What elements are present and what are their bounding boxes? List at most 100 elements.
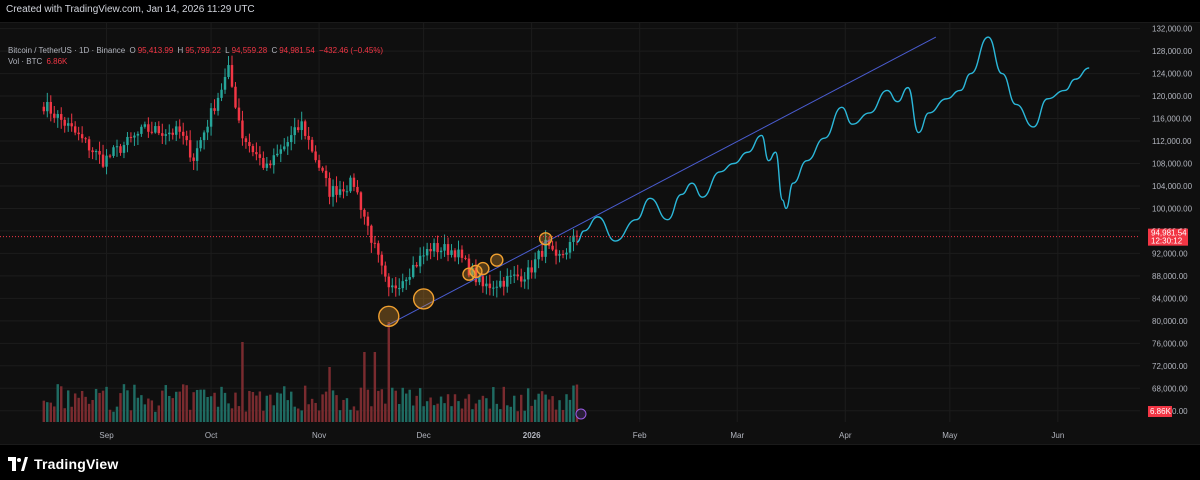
volume-badge [1148,406,1172,417]
volume-bar [338,410,342,422]
chart-panel[interactable]: 132,000.00 128,000.00 124,000.00 120,000.00… [0,22,1200,445]
volume-bar [272,405,276,422]
candle-body [485,283,488,287]
legend-change: −432.46 (−0.45%) [319,46,384,55]
volume-bar [380,389,384,422]
candle [408,268,411,286]
candle [63,116,66,133]
volume-bar [401,387,404,422]
volume-bar [73,393,77,422]
candle-body [296,127,300,131]
volume-bar [150,400,154,422]
candle [66,117,70,132]
candle [485,275,488,295]
time-tick-label: Feb [633,431,647,440]
candle [314,145,317,163]
candle [108,154,112,159]
candle [460,245,464,263]
volume-bar [244,411,248,422]
volume-bar [446,394,450,422]
volume-bar [248,390,251,422]
candle-body [453,250,457,258]
volume-bar [178,391,181,422]
candle-body [98,151,101,155]
volume-bar [370,406,373,422]
volume-bar [418,388,422,422]
candle [293,117,296,144]
candle-body [429,249,432,252]
candle [150,121,154,135]
volume-bar [91,399,94,422]
volume-bar [509,406,512,422]
volume-bar [209,396,213,422]
volume-bar [237,406,241,422]
candle [331,179,335,207]
volume-bar [519,394,523,422]
price-tick-label: 76,000.00 [1152,339,1188,348]
candle [565,248,568,260]
candle-body [443,244,446,251]
price-tick-label: 108,000.00 [1152,159,1193,168]
candle-body [370,225,373,243]
volume-bar [53,406,56,422]
volume-bar [84,396,87,422]
candle [405,277,408,290]
volume-bar [115,406,119,422]
candle-body [537,250,540,260]
candle-body [373,242,377,244]
candle-body [398,288,401,290]
candle [73,121,77,136]
volume-bar [422,406,425,422]
candle [300,111,303,140]
candle-body [140,126,143,134]
candle [502,276,506,296]
volume-bar [220,386,223,422]
candle [171,128,174,140]
candle [164,129,167,145]
time-tick-label: Sep [99,431,114,440]
candle-body [269,163,272,166]
volume-bar [77,397,80,422]
candle-body [314,151,317,161]
candle-body [60,114,63,120]
candle [213,99,216,115]
candle-body [101,154,105,167]
candle-body [237,107,241,121]
candle-body [561,254,565,256]
volume-bar [547,399,551,422]
volume-bar [554,409,558,422]
candle-body [446,244,450,255]
candle-body [439,250,443,253]
price-chart[interactable]: 132,000.00 128,000.00 124,000.00 120,000.00… [0,23,1200,444]
legend-open-value: 95,413.99 [137,46,174,55]
volume-bar [46,402,49,422]
candle [359,191,363,219]
candle [394,276,397,297]
legend-ohlc-row: Bitcoin / TetherUS · 1D · Binance O 95,41… [8,45,385,56]
candle-body [467,258,471,276]
candle-body [255,152,258,155]
candle [98,141,101,164]
price-tick-label: 128,000.00 [1152,47,1193,56]
volume-bar [230,408,234,422]
candle-body [471,268,474,276]
candle [112,145,115,158]
volume-bar [411,405,415,422]
legend-volume-label[interactable]: Vol · BTC [8,57,43,66]
candle [492,280,495,296]
candle-body [108,155,112,157]
candle-body [147,124,150,132]
legend-symbol[interactable]: Bitcoin / TetherUS · 1D · Binance [8,46,126,55]
legend-close-value: 94,981.54 [279,46,315,55]
candle [457,240,460,265]
volume-bar [307,404,310,422]
volume-bar [119,393,122,422]
marker-circle [490,253,504,267]
candle-body [481,276,485,287]
volume-bar [499,409,502,422]
candle [495,280,499,298]
candle-body [73,126,77,133]
volume-bar [429,397,432,422]
candle-body [478,276,481,283]
volume-bar [181,384,185,422]
